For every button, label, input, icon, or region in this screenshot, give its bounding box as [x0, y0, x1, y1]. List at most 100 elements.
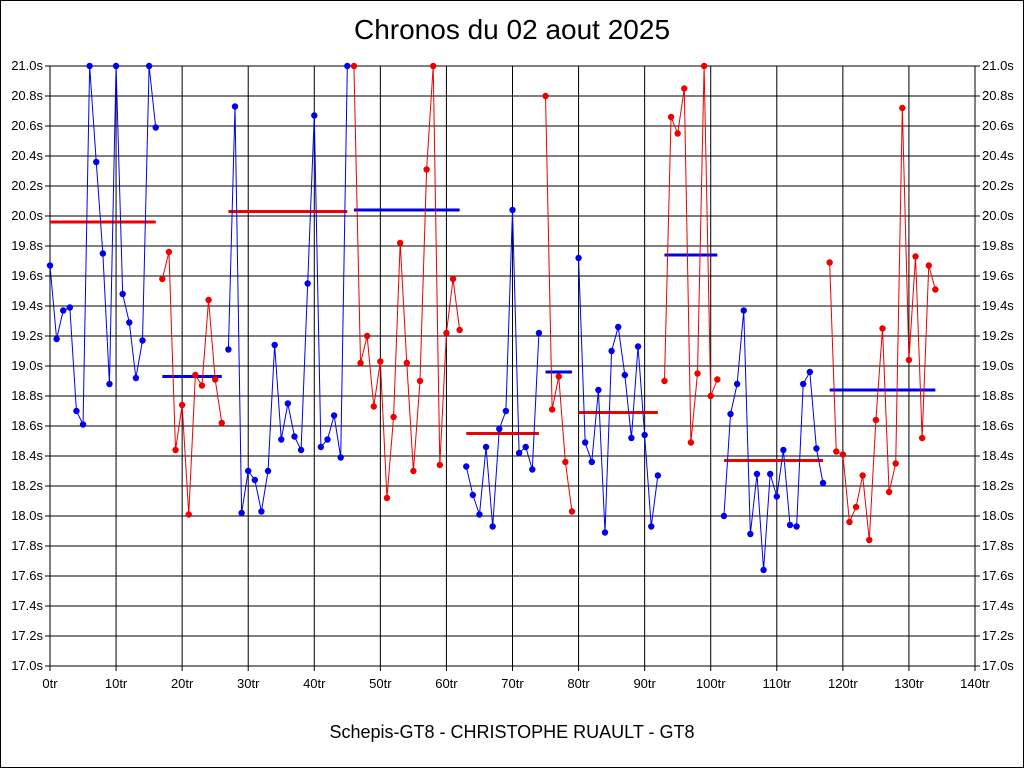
data-point — [344, 62, 351, 70]
y-tick-label: 19.6s — [11, 268, 43, 283]
y-tick-label: 20.0s — [982, 208, 1014, 223]
data-point — [687, 439, 695, 446]
data-point — [813, 445, 820, 452]
data-point — [628, 434, 635, 442]
y-tick-label: 19.6s — [982, 268, 1014, 283]
data-point — [661, 377, 668, 385]
data-point — [139, 337, 146, 344]
data-point — [106, 380, 113, 388]
data-point — [905, 356, 913, 364]
data-point — [245, 467, 252, 475]
data-point — [93, 158, 100, 166]
data-point — [482, 443, 490, 451]
y-tick-label: 18.8s — [982, 388, 1014, 403]
data-point — [86, 62, 93, 70]
x-tick-label: 100tr — [696, 676, 726, 691]
data-point — [258, 508, 265, 515]
data-point — [192, 371, 199, 379]
y-tick-label: 20.8s — [11, 88, 43, 103]
data-point — [806, 368, 814, 376]
data-point — [297, 446, 305, 454]
data-point — [423, 166, 430, 173]
series-line — [353, 65, 461, 499]
data-point — [476, 511, 483, 518]
data-point — [885, 488, 893, 496]
data-point — [126, 319, 133, 326]
data-point — [449, 275, 457, 283]
data-point — [390, 413, 397, 421]
data-point — [608, 347, 615, 355]
data-point — [588, 458, 595, 466]
y-tick-label: 19.2s — [982, 328, 1014, 343]
data-point — [350, 62, 358, 70]
series-line — [227, 65, 348, 514]
data-point — [786, 521, 794, 529]
data-point — [251, 476, 259, 484]
data-point — [46, 262, 54, 269]
data-point — [846, 518, 853, 526]
data-point — [436, 461, 444, 469]
y-tick-label: 21.0s — [982, 58, 1014, 73]
data-point — [231, 103, 239, 110]
x-tick-label: 140tr — [960, 676, 990, 691]
data-point — [205, 296, 212, 304]
series-line — [161, 251, 223, 515]
y-tick-label: 18.4s — [982, 448, 1014, 463]
data-point — [879, 325, 886, 332]
data-point — [403, 359, 410, 367]
y-tick-label: 18.0s — [982, 508, 1014, 523]
data-point — [284, 400, 292, 407]
data-point — [515, 449, 523, 457]
data-point — [172, 446, 179, 454]
data-point — [416, 377, 424, 385]
x-tick-label: 40tr — [303, 676, 326, 691]
data-point — [463, 463, 470, 470]
data-point — [733, 380, 741, 388]
data-point — [535, 329, 543, 337]
series-line — [723, 310, 824, 571]
data-point — [562, 458, 569, 466]
y-tick-label: 19.0s — [982, 358, 1014, 373]
data-point — [674, 130, 681, 137]
data-point — [654, 472, 662, 479]
y-tick-label: 18.2s — [11, 478, 43, 493]
x-tick-label: 30tr — [237, 676, 260, 691]
data-point — [456, 326, 463, 334]
y-tick-label: 18.4s — [11, 448, 43, 463]
data-point — [502, 407, 510, 415]
data-point — [79, 421, 87, 428]
data-point — [152, 124, 159, 131]
data-point — [720, 512, 728, 520]
data-point — [291, 433, 298, 440]
data-point — [469, 491, 477, 499]
data-point — [165, 248, 173, 256]
data-point — [99, 250, 107, 257]
y-tick-label: 21.0s — [11, 58, 43, 73]
data-point — [793, 523, 800, 530]
data-point — [496, 425, 503, 433]
y-tick-label: 20.4s — [982, 148, 1014, 163]
data-point — [667, 113, 675, 121]
y-tick-label: 20.0s — [11, 208, 43, 223]
data-point — [548, 406, 556, 413]
data-point — [740, 307, 747, 314]
data-point — [760, 566, 767, 574]
data-point — [859, 472, 866, 479]
data-point — [159, 275, 166, 283]
y-tick-label: 17.8s — [982, 538, 1014, 553]
series-line — [545, 95, 573, 512]
y-tick-label: 20.2s — [11, 178, 43, 193]
x-tick-label: 70tr — [501, 676, 524, 691]
data-point — [707, 392, 714, 400]
y-tick-label: 19.0s — [11, 358, 43, 373]
data-point — [925, 262, 932, 269]
data-point — [112, 62, 120, 70]
series-line — [578, 257, 659, 533]
data-point — [773, 493, 780, 500]
y-tick-label: 17.8s — [11, 538, 43, 553]
data-point — [522, 443, 529, 451]
data-point — [892, 460, 899, 467]
x-tick-label: 20tr — [171, 676, 194, 691]
data-point — [73, 407, 80, 415]
